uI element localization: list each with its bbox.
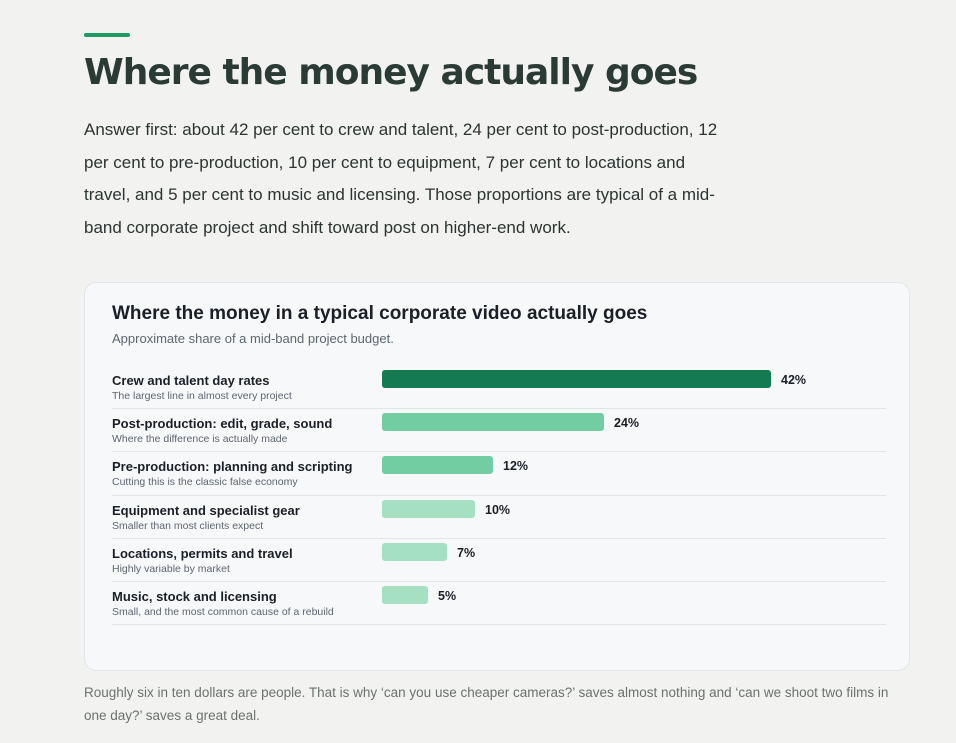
footnote: Roughly six in ten dollars are people. T… [84, 685, 889, 723]
bar [382, 370, 771, 388]
chart-row: Pre-production: planning and scripting Cu… [112, 452, 886, 496]
category-label: Equipment and specialist gear [112, 502, 300, 518]
bar-value-label: 10% [485, 502, 511, 517]
bar-value-label: 42% [781, 373, 807, 387]
bar [382, 542, 447, 561]
bar-value-label: 12% [503, 459, 529, 474]
category-label: Locations, permits and travel [112, 545, 293, 561]
bar-value-label: 7% [457, 545, 476, 560]
chart-row: Equipment and specialist gear Smaller tha… [112, 496, 886, 539]
chart-row: Music, stock and licensing Small, and the… [112, 582, 886, 626]
category-label: Music, stock and licensing [112, 588, 277, 604]
category-description: Cutting this is the classic false econom… [112, 476, 298, 489]
title-accent-bar [84, 33, 130, 37]
chart-rows: Crew and talent day rates The largest lin… [112, 366, 886, 626]
bar [382, 585, 428, 604]
bar [382, 499, 475, 518]
chart-card: Where the money in a typical corporate v… [84, 282, 910, 671]
chart-row: Crew and talent day rates The largest lin… [112, 366, 886, 410]
chart-row: Post-production: edit, grade, sound Where… [112, 409, 886, 453]
intro-paragraph: Answer first: about 42 per cent to crew … [84, 120, 718, 237]
chart-title: Where the money in a typical corporate v… [112, 303, 648, 324]
category-label: Post-production: edit, grade, sound [112, 416, 333, 432]
bar-value-label: 24% [614, 416, 640, 431]
chart-subtitle: Approximate share of a mid-band project … [112, 331, 394, 346]
page-title: Where the money actually goes [84, 52, 698, 93]
chart-row: Locations, permits and travel Highly vari… [112, 539, 886, 582]
category-description: Smaller than most clients expect [112, 519, 264, 532]
category-description: Where the difference is actually made [112, 433, 288, 446]
category-description: The largest line in almost every project [112, 390, 292, 402]
bar [382, 456, 493, 475]
bar-value-label: 5% [438, 588, 457, 603]
bar [382, 413, 604, 432]
category-label: Crew and talent day rates [112, 373, 270, 388]
category-label: Pre-production: planning and scripting [112, 459, 353, 475]
category-description: Small, and the most common cause of a re… [112, 605, 334, 618]
category-description: Highly variable by market [112, 562, 230, 575]
